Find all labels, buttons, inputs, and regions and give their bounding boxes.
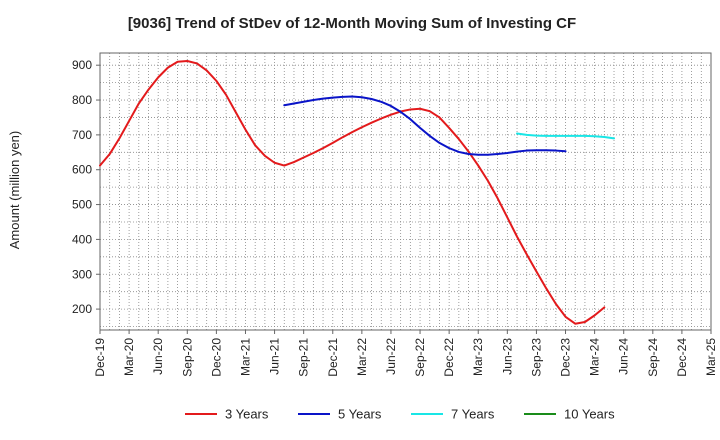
x-tick-label: Jun-23 <box>500 338 514 375</box>
legend-label: 5 Years <box>338 407 382 422</box>
y-tick-label: 200 <box>72 302 92 316</box>
series-line-5-years <box>283 95 567 156</box>
y-axis-label: Amount (million yen) <box>7 131 22 250</box>
x-tick-label: Sep-21 <box>297 338 311 377</box>
x-tick-label: Dec-22 <box>442 338 456 377</box>
x-tick-label: Mar-25 <box>704 338 718 376</box>
x-tick-label: Jun-21 <box>268 338 282 375</box>
x-tick-label: Dec-21 <box>326 338 340 377</box>
series-lines <box>99 60 616 325</box>
x-tick-label: Dec-23 <box>559 338 573 377</box>
y-tick-label: 500 <box>72 198 92 212</box>
legend-label: 7 Years <box>451 407 495 422</box>
legend-label: 10 Years <box>564 407 615 422</box>
legend-label: 3 Years <box>225 407 269 422</box>
x-tick-label: Sep-23 <box>529 338 543 377</box>
x-axis: Dec-19 Mar-20 Jun-20 Sep-20 Dec-20 Mar-21 Jun-… <box>93 330 718 377</box>
series-line-7-years <box>516 132 616 140</box>
legend: 3 Years 5 Years 7 Years 10 Years <box>185 407 615 422</box>
y-tick-label: 700 <box>72 128 92 142</box>
y-tick-label: 400 <box>72 232 92 246</box>
plot-area <box>99 52 712 331</box>
grid <box>100 53 711 330</box>
series-line-3-years <box>99 60 606 325</box>
y-tick-label: 300 <box>72 267 92 281</box>
legend-item-5-years: 5 Years <box>298 407 382 422</box>
legend-item-7-years: 7 Years <box>411 407 495 422</box>
y-tick-label: 900 <box>72 58 92 72</box>
x-tick-label: Dec-19 <box>93 338 107 377</box>
y-axis: 200 300 400 500 600 700 800 900 <box>72 58 100 316</box>
x-tick-label: Sep-20 <box>180 338 194 377</box>
x-tick-label: Jun-20 <box>151 338 165 375</box>
x-tick-label: Sep-22 <box>413 338 427 377</box>
x-tick-label: Jun-24 <box>617 338 631 375</box>
chart-title: [9036] Trend of StDev of 12-Month Moving… <box>128 15 576 32</box>
x-tick-label: Mar-20 <box>122 338 136 376</box>
x-tick-label: Sep-24 <box>646 338 660 377</box>
legend-item-3-years: 3 Years <box>185 407 269 422</box>
x-tick-label: Dec-20 <box>209 338 223 377</box>
y-tick-label: 800 <box>72 93 92 107</box>
x-tick-label: Mar-24 <box>588 338 602 376</box>
x-tick-label: Dec-24 <box>675 338 689 377</box>
x-tick-label: Mar-22 <box>355 338 369 376</box>
x-tick-label: Jun-22 <box>384 338 398 375</box>
x-tick-label: Mar-23 <box>471 338 485 376</box>
legend-item-10-years: 10 Years <box>524 407 615 422</box>
x-tick-label: Mar-21 <box>238 338 252 376</box>
y-tick-label: 600 <box>72 163 92 177</box>
